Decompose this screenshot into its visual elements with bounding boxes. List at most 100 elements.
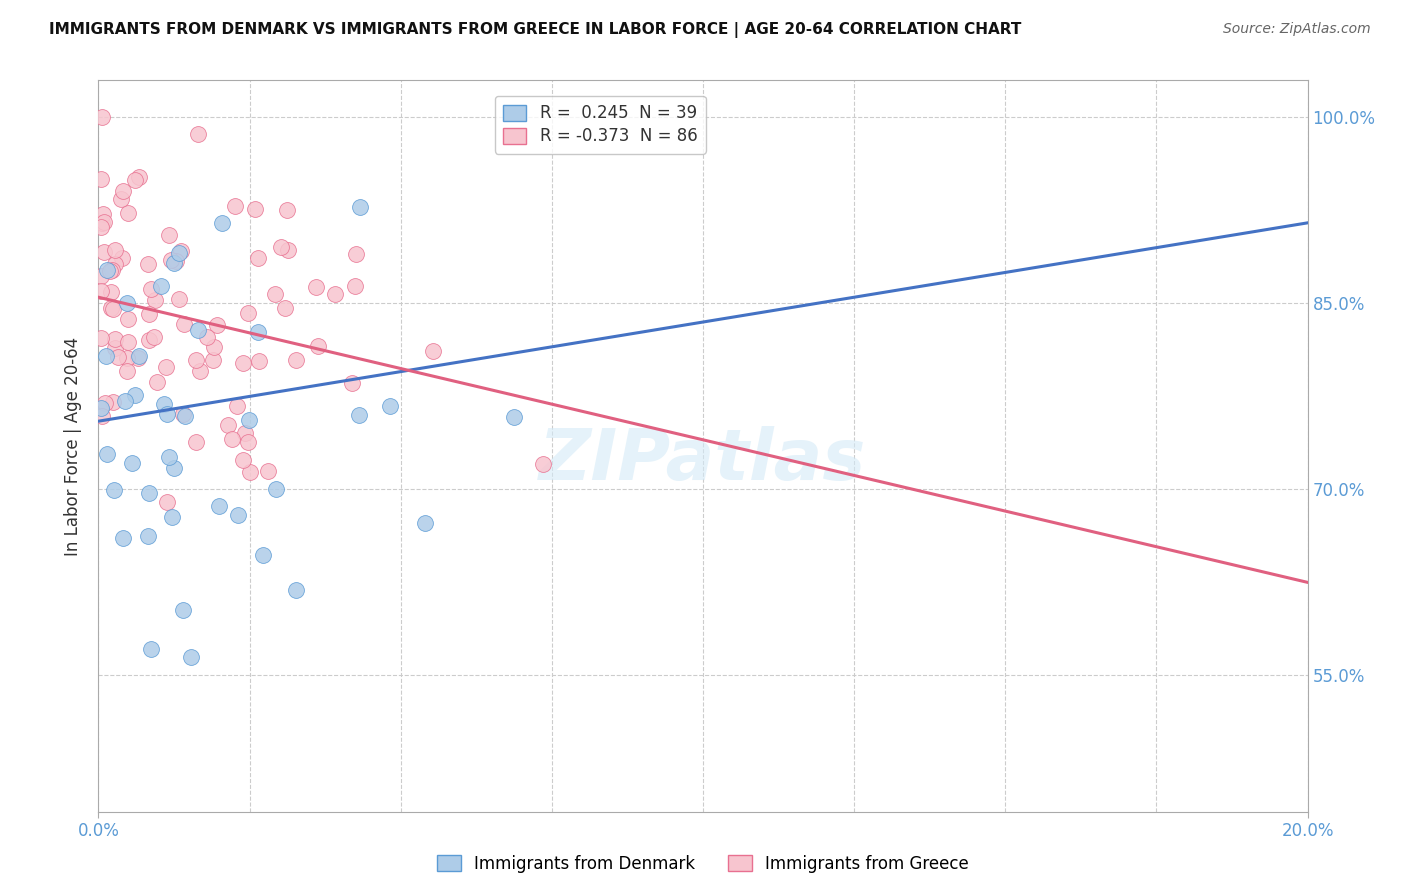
Text: Source: ZipAtlas.com: Source: ZipAtlas.com	[1223, 22, 1371, 37]
Point	[107, 351, 129, 365]
Text: IMMIGRANTS FROM DENMARK VS IMMIGRANTS FROM GREECE IN LABOR FORCE | AGE 20-64 COR: IMMIGRANTS FROM DENMARK VS IMMIGRANTS FR…	[49, 22, 1022, 38]
Text: ZIPatlas: ZIPatlas	[540, 426, 866, 495]
Point	[143, 329, 166, 343]
Point	[157, 450, 180, 465]
Point	[276, 203, 298, 218]
Point	[202, 340, 225, 354]
Point	[155, 359, 177, 374]
Point	[138, 307, 160, 321]
Point	[274, 301, 297, 315]
Point	[100, 301, 122, 315]
Point	[110, 192, 132, 206]
Point	[167, 245, 190, 260]
Point	[112, 184, 135, 198]
Point	[256, 464, 278, 478]
Point	[187, 323, 209, 337]
Point	[163, 461, 186, 475]
Point	[94, 349, 117, 363]
Point	[143, 293, 166, 307]
Point	[247, 252, 270, 266]
Point	[124, 388, 146, 402]
Point	[188, 364, 211, 378]
Point	[139, 642, 162, 657]
Point	[100, 285, 122, 300]
Point	[104, 332, 127, 346]
Point	[90, 172, 112, 186]
Point	[90, 269, 112, 284]
Point	[94, 396, 117, 410]
Point	[98, 264, 121, 278]
Point	[104, 257, 127, 271]
Point	[153, 397, 176, 411]
Point	[225, 399, 247, 413]
Legend: R =  0.245  N = 39, R = -0.373  N = 86: R = 0.245 N = 39, R = -0.373 N = 86	[495, 96, 706, 153]
Point	[531, 457, 554, 471]
Point	[349, 408, 371, 422]
Point	[413, 516, 436, 530]
Point	[156, 495, 179, 509]
Point	[121, 456, 143, 470]
Point	[201, 352, 224, 367]
Point	[159, 253, 181, 268]
Point	[239, 465, 262, 479]
Point	[172, 408, 194, 422]
Point	[114, 394, 136, 409]
Point	[184, 434, 207, 449]
Point	[111, 251, 134, 265]
Point	[138, 333, 160, 347]
Point	[502, 409, 524, 424]
Point	[180, 649, 202, 664]
Point	[232, 356, 254, 370]
Point	[233, 425, 256, 440]
Point	[252, 548, 274, 562]
Point	[323, 287, 346, 301]
Point	[217, 418, 239, 433]
Point	[96, 263, 118, 277]
Point	[128, 170, 150, 185]
Point	[124, 172, 146, 186]
Point	[226, 508, 249, 522]
Point	[270, 240, 292, 254]
Point	[224, 199, 246, 213]
Point	[115, 295, 138, 310]
Point	[115, 364, 138, 378]
Point	[117, 206, 139, 220]
Point	[343, 279, 366, 293]
Point	[246, 325, 269, 339]
Point	[117, 334, 139, 349]
Legend: Immigrants from Denmark, Immigrants from Greece: Immigrants from Denmark, Immigrants from…	[430, 848, 976, 880]
Point	[103, 483, 125, 497]
Point	[156, 407, 179, 421]
Point	[93, 245, 115, 260]
Point	[285, 583, 308, 598]
Point	[127, 351, 149, 365]
Point	[90, 401, 112, 415]
Point	[243, 202, 266, 217]
Point	[136, 529, 159, 543]
Point	[112, 531, 135, 545]
Y-axis label: In Labor Force | Age 20-64: In Labor Force | Age 20-64	[65, 336, 83, 556]
Point	[101, 301, 124, 316]
Point	[165, 254, 187, 268]
Point	[138, 485, 160, 500]
Point	[141, 282, 163, 296]
Point	[146, 375, 169, 389]
Point	[170, 244, 193, 258]
Point	[91, 111, 114, 125]
Point	[221, 433, 243, 447]
Point	[187, 128, 209, 142]
Point	[136, 257, 159, 271]
Point	[172, 603, 194, 617]
Point	[90, 216, 112, 230]
Point	[173, 317, 195, 331]
Point	[344, 247, 367, 261]
Point	[211, 217, 233, 231]
Point	[163, 256, 186, 270]
Point	[157, 228, 180, 243]
Point	[96, 447, 118, 461]
Point	[236, 306, 259, 320]
Point	[93, 215, 115, 229]
Point	[150, 279, 173, 293]
Point	[238, 413, 260, 427]
Point	[236, 435, 259, 450]
